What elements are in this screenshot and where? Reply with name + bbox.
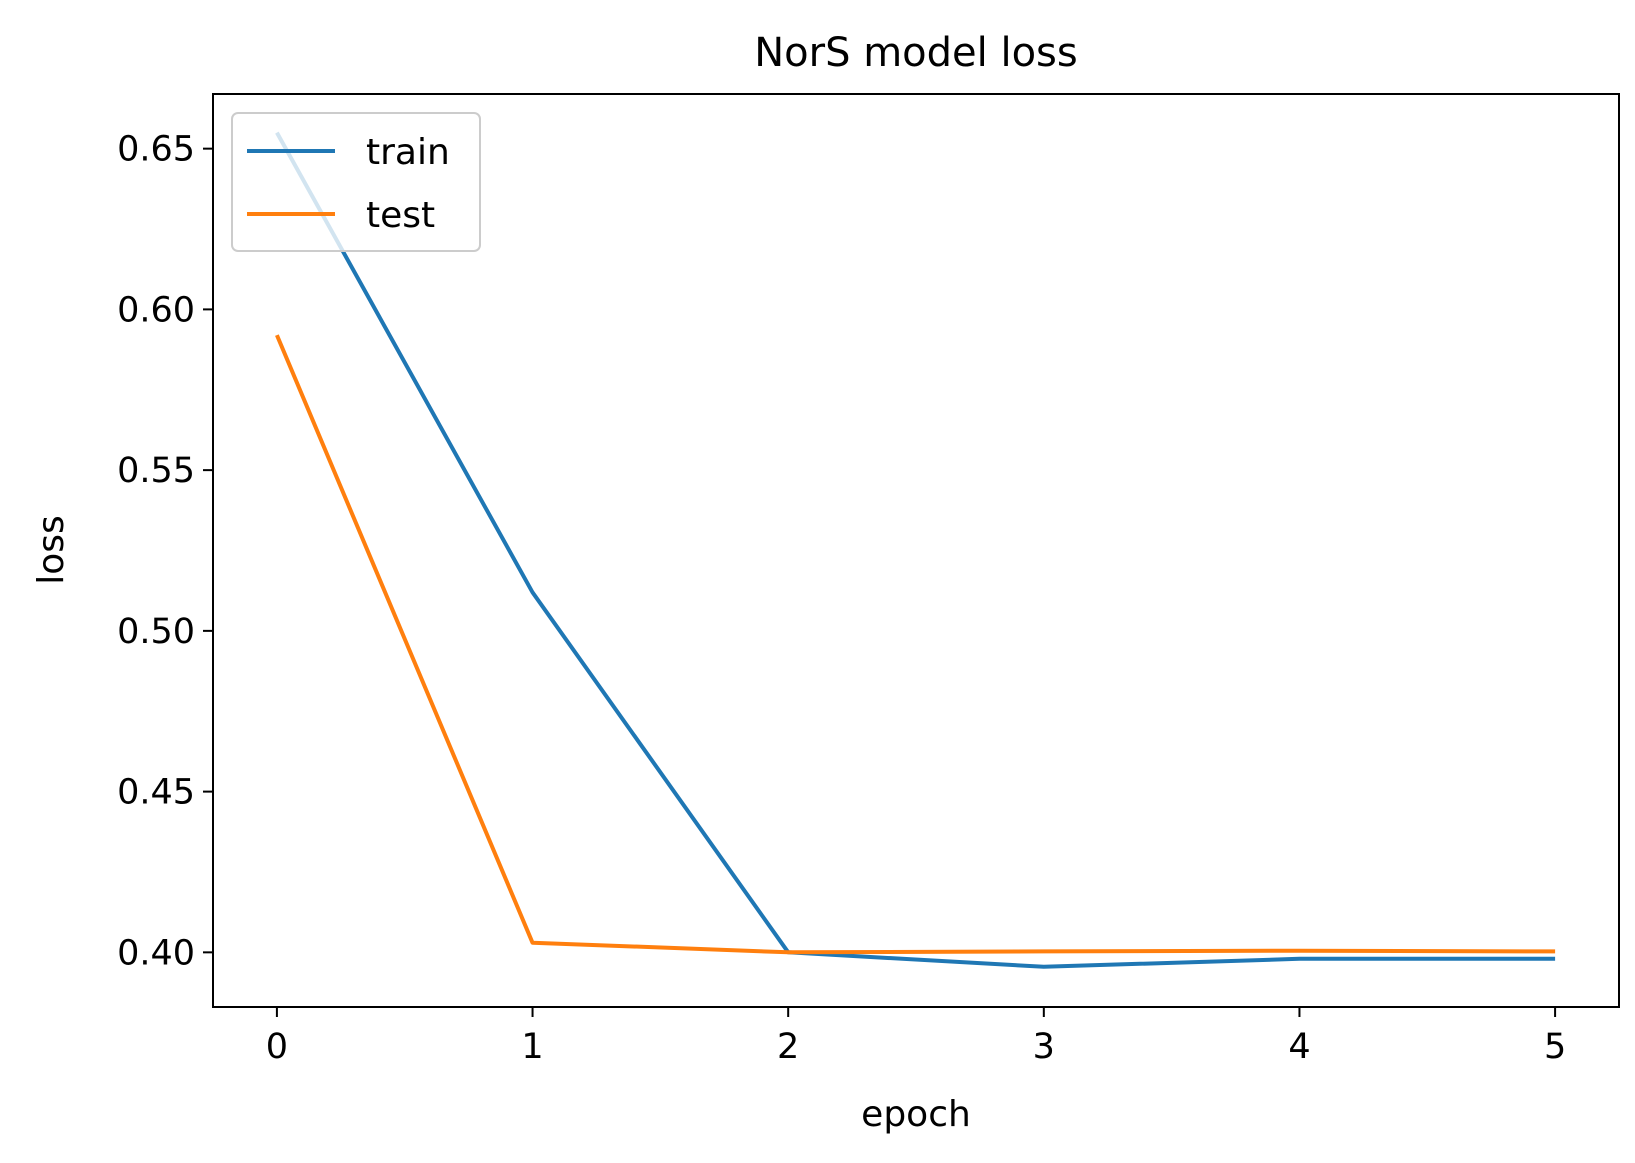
legend: train test	[231, 112, 481, 252]
y-axis-label: loss	[31, 515, 72, 585]
y-axis-ticks: 0.40 0.45 0.50 0.55 0.60 0.65	[117, 130, 213, 973]
legend-box	[231, 112, 481, 252]
series-lines	[275, 131, 1556, 969]
y-tick-label: 0.50	[117, 612, 195, 652]
x-tick-label: 1	[521, 1027, 543, 1067]
legend-label-train: train	[366, 132, 450, 173]
chart-title: NorS model loss	[754, 30, 1077, 76]
x-tick-label: 4	[1288, 1027, 1310, 1067]
y-tick-label: 0.55	[117, 451, 195, 491]
x-tick-label: 2	[777, 1027, 799, 1067]
legend-label-test: test	[366, 195, 435, 236]
x-tick-label: 5	[1544, 1027, 1566, 1067]
y-tick-label: 0.40	[117, 933, 195, 973]
x-axis-ticks: 0 1 2 3 4 5	[266, 1007, 1566, 1067]
x-tick-label: 3	[1033, 1027, 1055, 1067]
x-tick-label: 0	[266, 1027, 288, 1067]
y-tick-label: 0.60	[117, 290, 195, 330]
y-tick-label: 0.45	[117, 773, 195, 813]
y-tick-label: 0.65	[117, 130, 195, 170]
plot-frame	[212, 93, 1620, 1008]
series-line-test	[275, 334, 1556, 955]
series-line-train	[275, 131, 1556, 969]
x-axis-label: epoch	[861, 1094, 971, 1135]
